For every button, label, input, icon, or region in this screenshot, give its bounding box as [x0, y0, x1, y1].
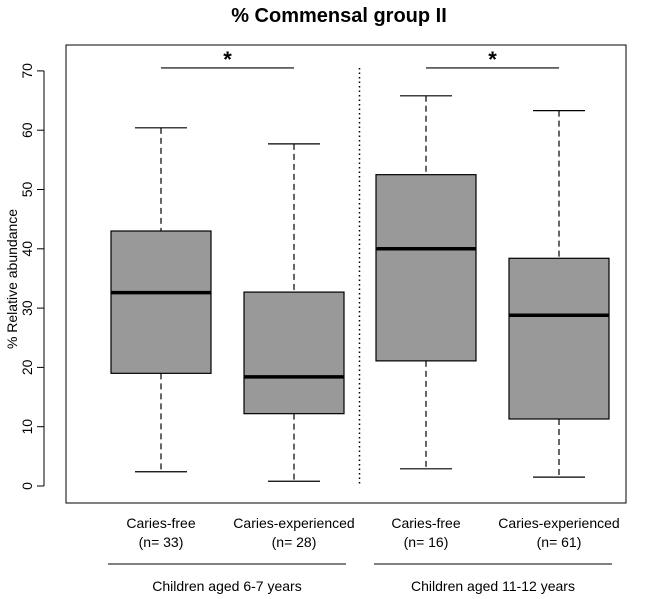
significance-star-1: * — [223, 47, 232, 72]
x-category-n: (n= 28) — [272, 534, 317, 550]
y-axis-label: % Relative abundance — [4, 209, 20, 349]
box-1 — [110, 127, 212, 473]
box-3 — [375, 95, 477, 470]
x-category-label: Caries-free — [391, 515, 460, 531]
y-tick-label: 70 — [19, 63, 35, 79]
box-2 — [243, 143, 345, 482]
box-4 — [508, 110, 610, 478]
iqr-box — [110, 230, 212, 374]
plot-frame — [65, 44, 627, 504]
x-category-n: (n= 33) — [139, 534, 184, 550]
x-category-label: Caries-experienced — [233, 515, 354, 531]
significance-brackets: * * — [161, 47, 559, 72]
y-axis: 0 10 20 30 40 50 60 70 — [19, 63, 45, 490]
box-series — [110, 95, 610, 482]
y-tick-label: 60 — [19, 122, 35, 138]
y-tick-label: 20 — [19, 359, 35, 375]
x-category-n: (n= 61) — [537, 534, 582, 550]
chart-title: % Commensal group II — [231, 5, 447, 27]
y-tick-label: 50 — [19, 182, 35, 198]
x-category-n: (n= 16) — [404, 534, 449, 550]
y-tick-label: 10 — [19, 419, 35, 435]
group-label-1: Children aged 6-7 years — [152, 578, 301, 594]
y-tick-label: 40 — [19, 241, 35, 257]
y-tick-label: 0 — [19, 482, 35, 490]
group-labels: Children aged 6-7 years Children aged 11-… — [108, 563, 612, 594]
iqr-box — [243, 291, 345, 415]
y-tick-label: 30 — [19, 300, 35, 316]
iqr-box — [508, 257, 610, 420]
x-category-label: Caries-experienced — [498, 515, 619, 531]
x-category-label: Caries-free — [126, 515, 195, 531]
group-label-2: Children aged 11-12 years — [411, 578, 575, 594]
iqr-box — [375, 174, 477, 362]
significance-star-2: * — [488, 47, 497, 72]
x-category-labels: Caries-free (n= 33) Caries-experienced (n= … — [126, 515, 619, 550]
